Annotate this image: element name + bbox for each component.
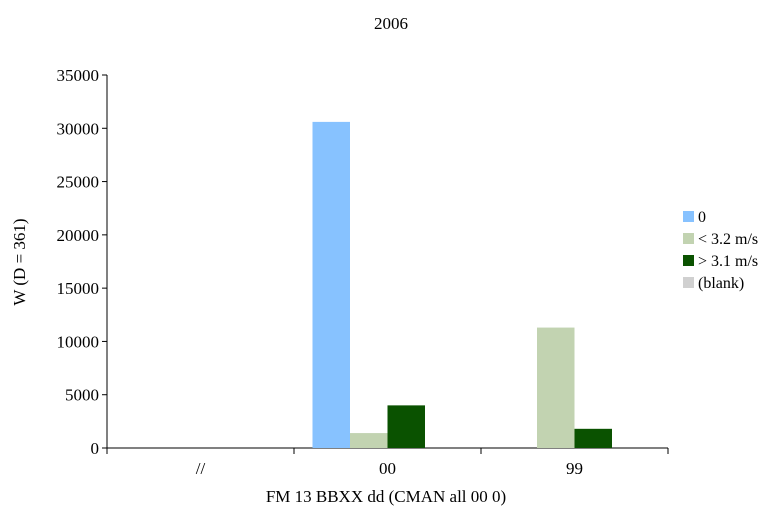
- bar: [574, 428, 612, 448]
- legend: 0 < 3.2 m/s > 3.1 m/s (blank): [683, 209, 758, 292]
- x-tick-label: 99: [566, 459, 583, 478]
- legend-label: (blank): [698, 275, 744, 292]
- bar: [350, 433, 388, 448]
- y-tick-label: 30000: [57, 119, 100, 138]
- x-tick-label: 00: [379, 459, 396, 478]
- legend-swatch: [683, 255, 694, 266]
- y-tick-label: 15000: [57, 279, 100, 298]
- y-tick-label: 5000: [65, 386, 99, 405]
- y-tick-label: 10000: [57, 332, 100, 351]
- x-tick-label: //: [196, 459, 206, 478]
- bar: [387, 405, 425, 448]
- legend-swatch: [683, 277, 694, 288]
- chart-title: 2006: [374, 14, 408, 33]
- y-axis-label: W (D = 361): [10, 218, 29, 305]
- legend-label: > 3.1 m/s: [698, 253, 758, 270]
- bar: [537, 327, 575, 448]
- plot-area: 0 5000 10000 15000 20000 25000 30000 35000 // 00 9…: [57, 66, 669, 478]
- x-axis-label: FM 13 BBXX dd (CMAN all 00 0): [266, 487, 506, 506]
- legend-label: 0: [698, 209, 706, 226]
- legend-label: < 3.2 m/s: [698, 231, 758, 248]
- y-tick-label: 35000: [57, 66, 100, 85]
- legend-swatch: [683, 211, 694, 222]
- y-tick-label: 0: [91, 439, 100, 458]
- bar: [312, 121, 350, 449]
- y-tick-label: 25000: [57, 173, 100, 192]
- y-tick-label: 20000: [57, 226, 100, 245]
- legend-swatch: [683, 233, 694, 244]
